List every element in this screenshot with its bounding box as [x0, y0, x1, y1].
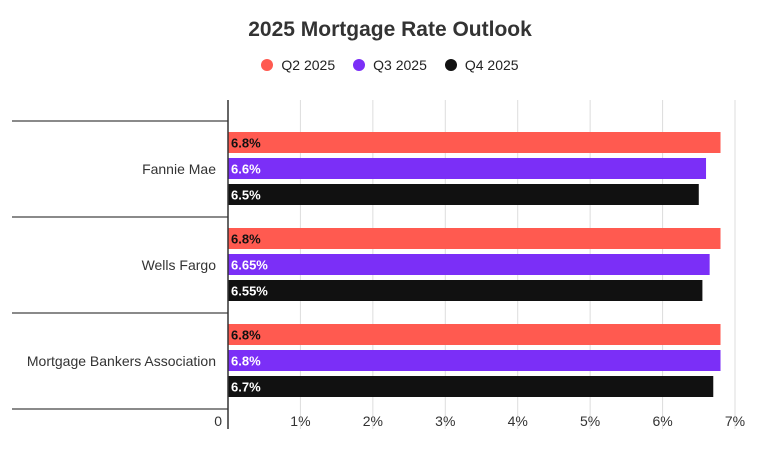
chart-title: 2025 Mortgage Rate Outlook — [248, 18, 532, 41]
bar-2-2 — [228, 376, 714, 397]
bar-1-0 — [228, 158, 707, 179]
bar-label-0-2: 6.8% — [231, 328, 261, 343]
x-tick-label-3: 3% — [435, 413, 455, 429]
bar-2-0 — [228, 184, 699, 205]
bar-label-1-1: 6.65% — [231, 258, 268, 273]
category-label-2: Mortgage Bankers Association — [27, 353, 216, 369]
x-tick-label-2: 2% — [363, 413, 383, 429]
bar-label-2-1: 6.55% — [231, 284, 268, 299]
bar-0-0 — [228, 132, 721, 153]
x-tick-label-4: 4% — [508, 413, 528, 429]
bar-label-0-1: 6.8% — [231, 232, 261, 247]
legend-marker-q4 — [444, 59, 457, 71]
x-tick-label-1: 1% — [290, 413, 310, 429]
legend-item-q4: Q4 2025 — [444, 57, 519, 73]
legend-label-q2: Q2 2025 — [281, 57, 336, 73]
legend: Q2 2025 Q3 2025 Q4 2025 — [0, 57, 780, 73]
category-label-1: Wells Fargo — [142, 257, 217, 273]
legend-label-q4: Q4 2025 — [464, 57, 519, 73]
legend-item-q2: Q2 2025 — [261, 57, 335, 73]
category-label-0: Fannie Mae — [142, 161, 216, 177]
bar-0-1 — [228, 228, 721, 249]
bar-label-2-2: 6.7% — [231, 380, 261, 395]
bar-0-2 — [228, 324, 721, 345]
bar-2-1 — [228, 280, 703, 301]
legend-label-q3: Q3 2025 — [373, 57, 427, 73]
bar-label-1-0: 6.6% — [231, 162, 261, 177]
legend-item-q3: Q3 2025 — [353, 57, 427, 73]
legend-marker-q3 — [353, 59, 366, 71]
bar-1-2 — [228, 350, 721, 371]
bar-label-0-0: 6.8% — [231, 136, 261, 151]
x-tick-label-7: 7% — [725, 413, 745, 429]
bar-label-1-2: 6.8% — [231, 354, 261, 369]
bar-label-2-0: 6.5% — [231, 188, 261, 203]
bar-1-1 — [228, 254, 710, 275]
x-tick-label-0: 0 — [214, 413, 222, 429]
x-tick-label-5: 5% — [580, 413, 600, 429]
x-tick-label-6: 6% — [652, 413, 672, 429]
legend-marker-q2 — [261, 59, 274, 71]
